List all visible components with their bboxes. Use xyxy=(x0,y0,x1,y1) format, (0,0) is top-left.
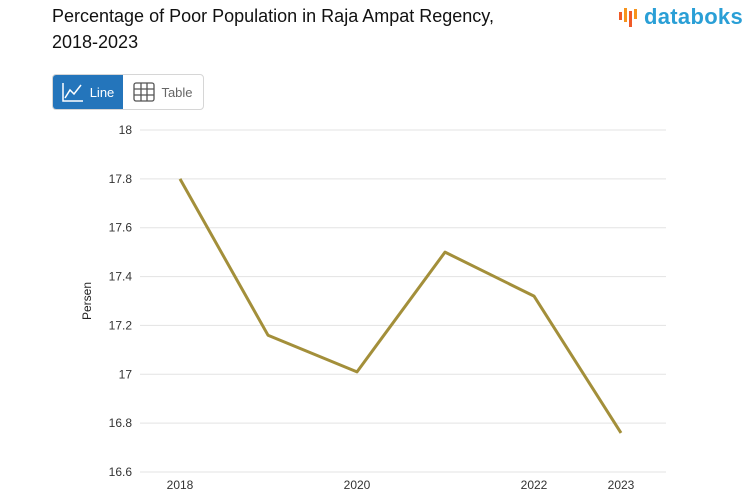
chart-title: Percentage of Poor Population in Raja Am… xyxy=(52,3,572,55)
table-view-label: Table xyxy=(161,84,193,100)
y-tick-label: 17.8 xyxy=(109,172,133,186)
x-tick-label: 2020 xyxy=(344,478,371,492)
data-point[interactable] xyxy=(262,329,274,341)
y-tick-label: 18 xyxy=(119,123,133,137)
table-view-button[interactable]: Table xyxy=(123,75,203,109)
y-tick-label: 17.4 xyxy=(109,270,133,284)
line-view-button[interactable]: Line xyxy=(53,75,123,109)
data-point[interactable] xyxy=(351,366,363,378)
gridlines xyxy=(140,129,666,473)
data-point[interactable] xyxy=(174,173,186,185)
y-tick-label: 17 xyxy=(119,367,133,381)
y-tick-label: 17.6 xyxy=(109,221,133,235)
data-point[interactable] xyxy=(615,427,627,439)
series-layer xyxy=(174,173,627,439)
view-toggle: Line Table xyxy=(52,74,204,110)
table-grid-icon xyxy=(133,82,156,102)
x-tick-label: 2023 xyxy=(608,478,635,492)
line-view-label: Line xyxy=(89,84,115,100)
y-axis-ticks: 16.6 16.8 17 17.2 17.4 17.6 17.8 18 xyxy=(109,123,133,479)
y-tick-label: 16.8 xyxy=(109,416,133,430)
brand-name: databoks xyxy=(644,4,743,29)
x-axis-ticks: 2018 2020 2022 2023 xyxy=(167,478,635,492)
line-chart-icon xyxy=(61,83,83,102)
y-tick-label: 17.2 xyxy=(109,318,133,332)
x-tick-label: 2022 xyxy=(521,478,548,492)
chart-title-line-2: 2018-2023 xyxy=(52,32,139,52)
brand-logo[interactable]: databoks xyxy=(618,4,743,30)
y-axis-label: Persen xyxy=(80,282,94,320)
chart-title-line-1: Percentage of Poor Population in Raja Am… xyxy=(52,6,494,26)
y-tick-label: 16.6 xyxy=(109,465,133,479)
data-point[interactable] xyxy=(528,290,540,302)
databoks-logo-icon xyxy=(619,8,638,27)
x-tick-label: 2018 xyxy=(167,478,194,492)
data-point[interactable] xyxy=(439,246,451,258)
series-line[interactable] xyxy=(178,178,623,434)
